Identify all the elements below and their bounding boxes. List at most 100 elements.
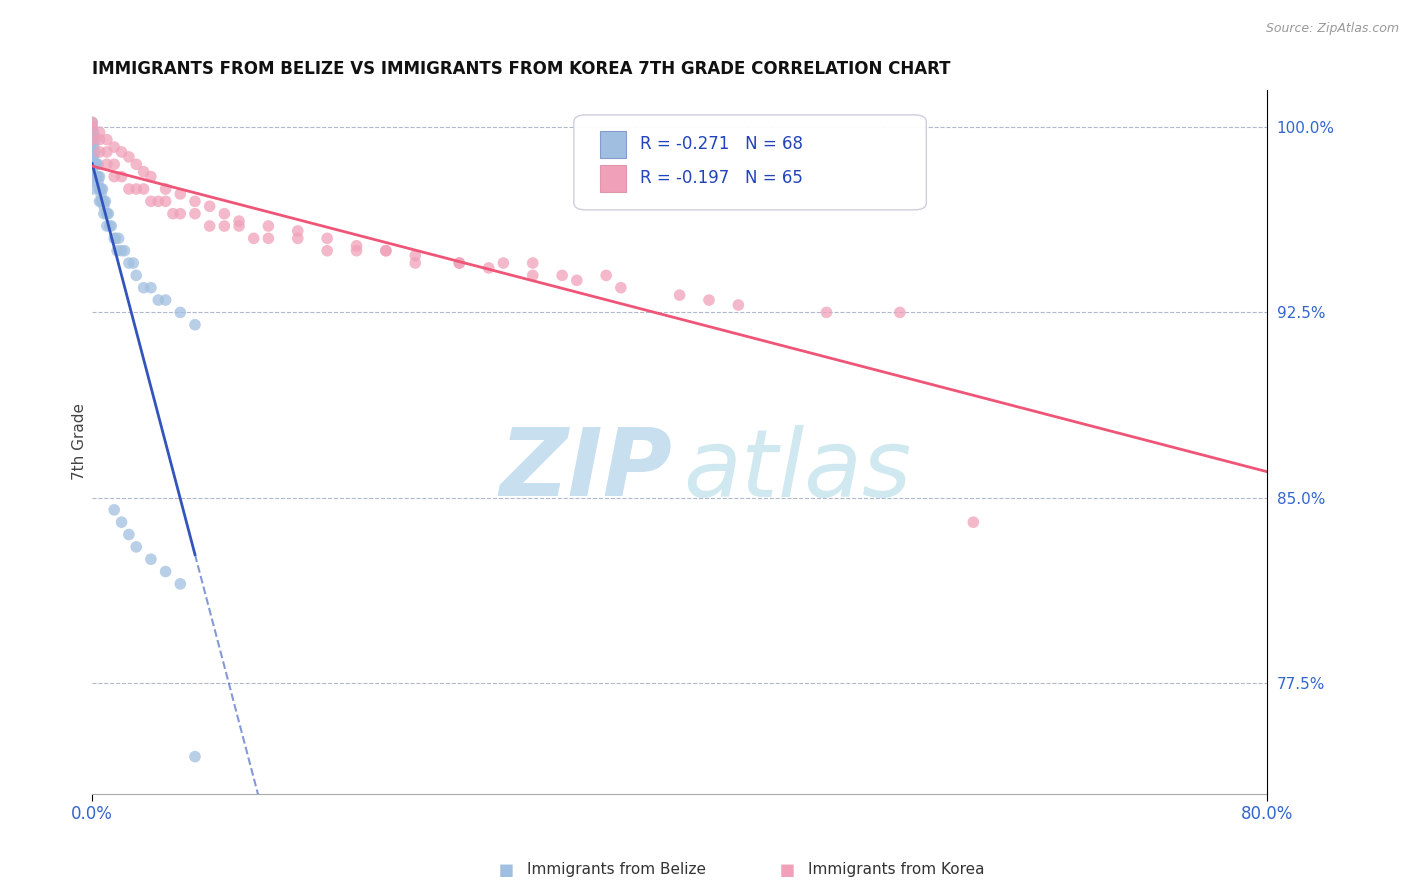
Point [697, 293, 720, 307]
Point [228, 214, 250, 228]
Point [228, 219, 250, 233]
Point [91, 194, 114, 209]
Point [122, 256, 145, 270]
Point [139, 194, 162, 209]
Point [90, 186, 112, 201]
Point [82, 150, 104, 164]
Point [132, 165, 155, 179]
Point [155, 194, 177, 209]
Point [125, 157, 148, 171]
Point [198, 219, 221, 233]
Point [82, 169, 104, 184]
Point [100, 219, 122, 233]
Text: ▪: ▪ [498, 858, 515, 881]
Point [522, 268, 544, 283]
Point [595, 268, 617, 283]
Point [214, 219, 236, 233]
Point [132, 182, 155, 196]
Point [96, 157, 118, 171]
Point [82, 125, 104, 139]
Point [83, 175, 105, 189]
Point [257, 231, 280, 245]
Point [565, 273, 588, 287]
Point [89, 125, 111, 139]
Text: Source: ZipAtlas.com: Source: ZipAtlas.com [1265, 22, 1399, 36]
Point [84, 157, 107, 171]
Point [96, 207, 118, 221]
FancyBboxPatch shape [574, 115, 927, 210]
Point [815, 305, 838, 319]
Bar [600, 165, 626, 192]
Point [86, 157, 108, 171]
Point [110, 244, 132, 258]
Point [118, 150, 141, 164]
Point [184, 749, 207, 764]
Point [214, 207, 236, 221]
Point [83, 150, 105, 164]
Point [89, 182, 111, 196]
Text: R = -0.197   N = 65: R = -0.197 N = 65 [640, 169, 803, 187]
Text: ZIP: ZIP [499, 424, 672, 516]
Text: ▪: ▪ [779, 858, 796, 881]
Point [155, 293, 177, 307]
Point [89, 169, 111, 184]
Point [89, 133, 111, 147]
Point [87, 169, 110, 184]
Point [169, 186, 191, 201]
Point [125, 268, 148, 283]
Point [86, 169, 108, 184]
Point [82, 145, 104, 159]
Point [110, 515, 132, 529]
Point [668, 288, 690, 302]
Point [287, 224, 309, 238]
Point [118, 256, 141, 270]
Point [962, 515, 984, 529]
Point [522, 256, 544, 270]
Point [84, 157, 107, 171]
Point [155, 182, 177, 196]
Point [82, 120, 104, 135]
Point [86, 169, 108, 184]
Point [346, 244, 368, 258]
Point [91, 182, 114, 196]
Point [104, 231, 127, 245]
Point [87, 157, 110, 171]
Bar [600, 131, 626, 158]
Point [90, 194, 112, 209]
Point [148, 293, 170, 307]
Point [97, 207, 120, 221]
Point [727, 298, 749, 312]
Point [96, 145, 118, 159]
Point [110, 169, 132, 184]
Point [96, 133, 118, 147]
Text: Immigrants from Belize: Immigrants from Belize [527, 863, 706, 877]
Point [125, 540, 148, 554]
Point [316, 231, 339, 245]
Point [82, 115, 104, 129]
Point [125, 182, 148, 196]
Point [93, 199, 115, 213]
Point [98, 219, 121, 233]
Point [84, 133, 107, 147]
Point [82, 182, 104, 196]
Point [139, 552, 162, 566]
Point [82, 157, 104, 171]
Point [84, 145, 107, 159]
Point [93, 194, 115, 209]
Point [242, 231, 264, 245]
Point [83, 137, 105, 152]
Point [103, 157, 125, 171]
Point [184, 207, 207, 221]
Point [96, 207, 118, 221]
Point [89, 182, 111, 196]
Point [107, 231, 129, 245]
Text: IMMIGRANTS FROM BELIZE VS IMMIGRANTS FROM KOREA 7TH GRADE CORRELATION CHART: IMMIGRANTS FROM BELIZE VS IMMIGRANTS FRO… [93, 60, 950, 78]
Text: R = -0.271   N = 68: R = -0.271 N = 68 [640, 136, 803, 153]
Point [103, 140, 125, 154]
Point [169, 305, 191, 319]
Point [449, 256, 471, 270]
Point [96, 219, 118, 233]
Point [155, 565, 177, 579]
Point [346, 239, 368, 253]
Point [492, 256, 515, 270]
